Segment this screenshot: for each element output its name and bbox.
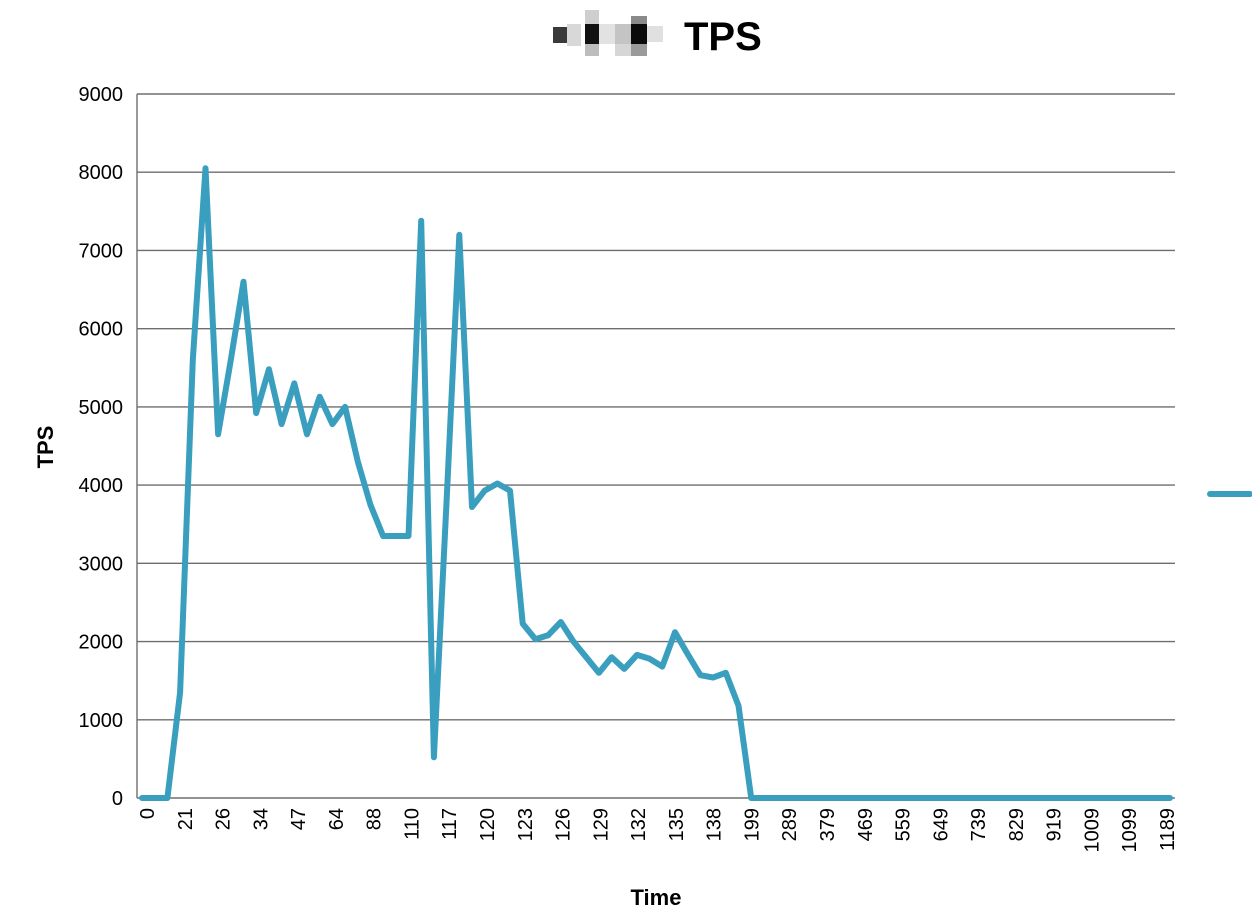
x-tick-label: 1009 [1081, 808, 1103, 853]
y-axis-ticks: 0 1000 2000 3000 4000 5000 6000 7000 8000 9000 [79, 84, 124, 810]
x-tick-label: 135 [666, 808, 688, 841]
x-tick-label: 289 [779, 808, 801, 841]
x-tick-label: 199 [741, 808, 763, 841]
x-tick-label: 120 [477, 808, 499, 841]
series-line-tps [139, 165, 1173, 801]
x-tick-label: 132 [628, 808, 650, 841]
y-tick-label: 6000 [79, 319, 124, 341]
x-tick-label: 34 [250, 808, 272, 830]
x-tick-label: 1099 [1119, 808, 1141, 853]
x-tick-label: 47 [288, 808, 310, 830]
chart-title: TPS [684, 15, 762, 59]
x-tick-label: 126 [553, 808, 575, 841]
x-tick-label: 919 [1044, 808, 1066, 841]
x-tick-label: 110 [401, 808, 423, 840]
x-tick-label: 469 [855, 808, 877, 841]
x-tick-label: 129 [590, 808, 612, 841]
x-axis-ticks: 0 21 26 34 47 64 88 110 117 120 123 126 129 132 135 138… [137, 808, 1179, 853]
x-tick-label: 379 [817, 808, 839, 841]
x-tick-label: 559 [893, 808, 915, 841]
x-tick-label: 64 [326, 808, 348, 830]
y-axis-title: TPS [33, 426, 58, 469]
x-tick-label: 26 [213, 808, 235, 830]
y-tick-label: 7000 [79, 240, 124, 262]
x-tick-label: 739 [968, 808, 990, 841]
x-tick-label: 88 [364, 808, 386, 830]
y-tick-label: 8000 [79, 162, 124, 184]
y-tick-label: 1000 [79, 710, 124, 732]
x-tick-label: 123 [515, 808, 537, 841]
y-tick-label: 5000 [79, 397, 124, 419]
y-tick-label: 4000 [79, 475, 124, 497]
x-tick-label: 829 [1006, 808, 1028, 841]
gridlines [137, 93, 1175, 799]
x-tick-label: 117 [439, 808, 461, 840]
x-tick-label: 21 [175, 808, 197, 830]
y-tick-label: 2000 [79, 632, 124, 654]
y-tick-label: 0 [112, 788, 123, 810]
y-tick-label: 9000 [79, 84, 124, 106]
y-tick-label: 3000 [79, 553, 124, 575]
x-tick-label: 138 [704, 808, 726, 841]
series-group [139, 165, 1173, 801]
redacted-title-prefix [553, 10, 663, 56]
x-tick-label: 0 [137, 808, 159, 819]
x-axis-title: Time [631, 885, 682, 910]
x-tick-label: 1189 [1157, 808, 1179, 851]
x-tick-label: 649 [930, 808, 952, 841]
